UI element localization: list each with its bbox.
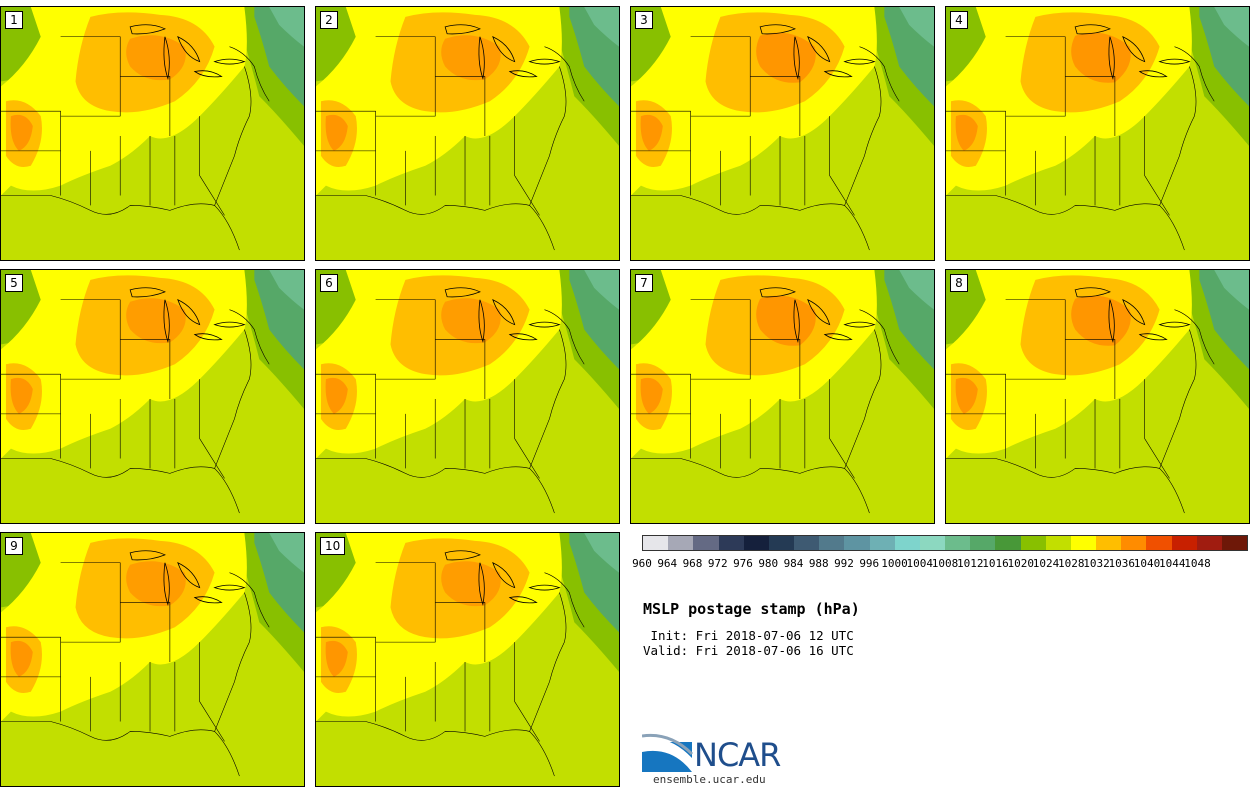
- map-panel: 7: [630, 269, 935, 524]
- colorbar-tick-label: 1032: [1083, 557, 1110, 570]
- panel-number: 5: [5, 274, 23, 292]
- colorbar-labels: 960 964 968 972 976 980 984 988 992 996 1000 1004 10…: [632, 557, 1252, 571]
- colorbar-swatch: [693, 536, 719, 550]
- mslp-map: [946, 270, 1249, 523]
- colorbar-tick-label: 980: [758, 557, 779, 570]
- mslp-map: [316, 7, 619, 260]
- mslp-map: [316, 270, 619, 523]
- panel-number: 9: [5, 537, 23, 555]
- colorbar-swatch: [768, 536, 795, 550]
- map-panel: 1: [0, 6, 305, 261]
- colorbar-tick-label: 1008: [931, 557, 959, 570]
- colorbar-swatch: [668, 536, 694, 550]
- logo-url: ensemble.ucar.edu: [653, 773, 766, 786]
- colorbar-tick-label: 1020: [1007, 557, 1035, 570]
- colorbar-swatch: [869, 536, 895, 550]
- colorbar-tick-label: 1036: [1108, 557, 1136, 570]
- colorbar-tick-label: 1024: [1032, 557, 1060, 570]
- map-panel: 8: [945, 269, 1250, 524]
- panel-number: 7: [635, 274, 653, 292]
- colorbar-swatch: [894, 536, 920, 550]
- colorbar-swatch: [794, 536, 820, 550]
- colorbar-tick-label: 988: [808, 557, 829, 570]
- colorbar-swatch: [743, 536, 769, 550]
- colorbar-tick-label: 1028: [1058, 557, 1085, 570]
- colorbar-tick-label: 1012: [957, 557, 984, 570]
- logo-text: NCAR: [694, 736, 781, 774]
- colorbar-swatch: [1121, 536, 1147, 550]
- mslp-map: [1, 270, 304, 523]
- map-panel: 9: [0, 532, 305, 787]
- colorbar-tick-label: 976: [733, 557, 753, 570]
- colorbar-tick-label: 1048: [1184, 557, 1211, 570]
- colorbar-swatch: [1096, 536, 1122, 550]
- colorbar-swatch: [1171, 536, 1197, 550]
- colorbar-tick-label: 1016: [982, 557, 1009, 570]
- mslp-map: [1, 7, 304, 260]
- colorbar-tick-label: 1040: [1133, 557, 1161, 570]
- mslp-map: [631, 270, 934, 523]
- chart-title: MSLP postage stamp (hPa): [643, 600, 860, 618]
- colorbar-swatch: [1045, 536, 1071, 550]
- mslp-map: [631, 7, 934, 260]
- panel-number: 8: [950, 274, 968, 292]
- colorbar-swatch: [1146, 536, 1172, 550]
- panel-number: 2: [320, 11, 338, 29]
- colorbar-tick-label: 972: [707, 557, 728, 570]
- colorbar-tick-label: 964: [657, 557, 678, 570]
- colorbar-tick-label: 960: [632, 557, 652, 570]
- colorbar-swatch: [1070, 536, 1097, 550]
- colorbar-tick-label: 1044: [1159, 557, 1186, 570]
- colorbar-swatch: [1221, 536, 1248, 550]
- colorbar-swatch: [995, 536, 1021, 550]
- map-panel: 6: [315, 269, 620, 524]
- colorbar-tick-label: 968: [682, 557, 703, 570]
- colorbar-swatch: [970, 536, 996, 550]
- panel-number: 10: [320, 537, 346, 555]
- colorbar-tick-label: 996: [859, 557, 880, 570]
- colorbar-tick-label: 1004: [906, 557, 934, 570]
- map-panel: 5: [0, 269, 305, 524]
- mslp-map: [1, 533, 304, 786]
- panel-number: 1: [5, 11, 23, 29]
- colorbar-tick-label: 992: [834, 557, 854, 570]
- colorbar-swatch: [919, 536, 946, 550]
- pressure-colorbar: [642, 535, 1248, 551]
- colorbar-swatch: [819, 536, 845, 550]
- colorbar-swatch: [643, 536, 669, 550]
- valid-time: Valid: Fri 2018-07-06 16 UTC: [643, 643, 854, 658]
- panel-number: 3: [635, 11, 653, 29]
- mslp-map: [316, 533, 619, 786]
- panel-number: 4: [950, 11, 968, 29]
- colorbar-tick-label: 984: [783, 557, 804, 570]
- colorbar-swatch: [718, 536, 744, 550]
- panel-number: 6: [320, 274, 338, 292]
- ncar-logo-icon: [642, 733, 694, 772]
- colorbar-swatch: [844, 536, 870, 550]
- map-panel: 4: [945, 6, 1250, 261]
- mslp-map: [946, 7, 1249, 260]
- colorbar-swatch: [1020, 536, 1046, 550]
- colorbar-tick-label: 1000: [881, 557, 908, 570]
- colorbar-swatch: [945, 536, 971, 550]
- init-time: Init: Fri 2018-07-06 12 UTC: [643, 628, 854, 643]
- map-panel: 10: [315, 532, 620, 787]
- map-panel: 3: [630, 6, 935, 261]
- colorbar-swatch: [1196, 536, 1222, 550]
- map-panel: 2: [315, 6, 620, 261]
